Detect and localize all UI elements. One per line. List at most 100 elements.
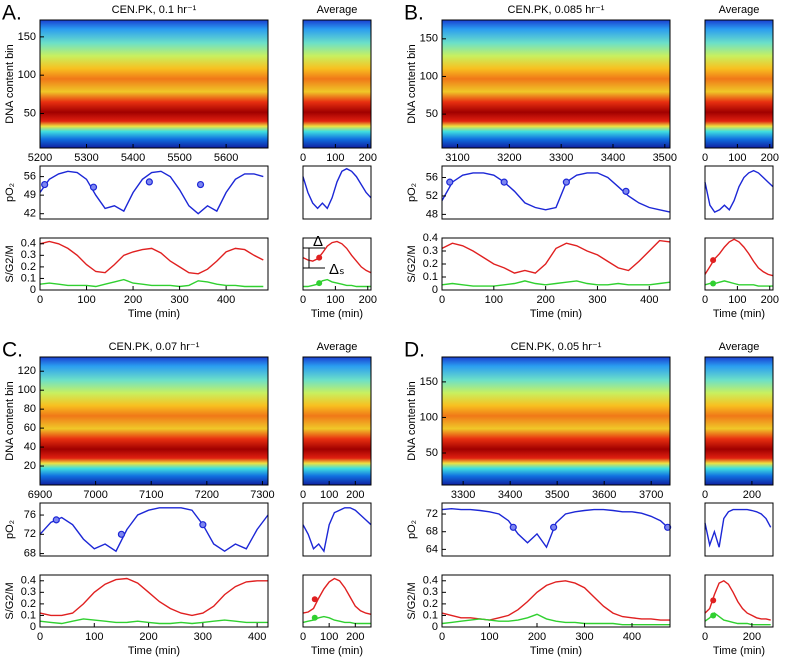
x-tick-label: 3200 <box>497 152 521 164</box>
x-tick-label: 6900 <box>28 489 52 501</box>
frame <box>704 574 774 628</box>
x-axis-label: Time (min) <box>128 308 180 320</box>
x-tick-label: 200 <box>359 294 377 306</box>
x-tick-label: 100 <box>728 152 746 164</box>
y-tick-label: 0.3 <box>21 586 36 598</box>
y-tick-label: 0.1 <box>423 271 438 283</box>
x-axis-label: Time (min) <box>128 645 180 657</box>
y-tick-label: 100 <box>18 69 36 81</box>
frame <box>302 502 372 557</box>
x-axis-label: Time (min) <box>311 308 363 320</box>
y-axis-label: DNA content bin <box>406 44 418 124</box>
annotation: Δ <box>313 233 323 250</box>
line <box>302 507 372 553</box>
frame <box>39 356 269 486</box>
subplot-title: Average <box>317 4 358 16</box>
line <box>39 240 264 275</box>
subplot-title: Average <box>719 341 760 353</box>
y-tick-label: 0 <box>30 621 36 633</box>
x-tick-label: 0 <box>37 631 43 643</box>
marker <box>41 180 49 189</box>
y-tick-label: 0.1 <box>423 609 438 621</box>
y-tick-label: 76 <box>24 509 36 521</box>
line <box>302 167 372 210</box>
y-tick-label: 72 <box>24 528 36 540</box>
subplot-title: CEN.PK, 0.07 hr⁻¹ <box>109 341 200 353</box>
x-tick-label: 0 <box>702 631 708 643</box>
y-tick-label: 50 <box>426 108 438 120</box>
x-tick-label: 100 <box>480 631 498 643</box>
frame <box>302 19 372 149</box>
x-tick-label: 0 <box>37 294 43 306</box>
x-tick-label: 400 <box>623 631 641 643</box>
marker <box>622 187 630 195</box>
y-axis-label: pO₂ <box>4 520 16 539</box>
frame <box>302 356 372 486</box>
x-tick-label: 0 <box>702 294 708 306</box>
x-tick-label: 3300 <box>451 489 475 501</box>
x-tick-label: 7000 <box>83 489 107 501</box>
x-tick-label: 0 <box>300 631 306 643</box>
marker <box>89 183 98 191</box>
line <box>39 618 268 625</box>
y-axis-label: pO₂ <box>4 183 16 202</box>
subplot-title: CEN.PK, 0.1 hr⁻¹ <box>112 4 197 16</box>
y-tick-label: 100 <box>18 384 36 396</box>
frame <box>39 574 269 628</box>
panel-label: C. <box>2 339 23 362</box>
y-axis-label: DNA content bin <box>4 44 16 124</box>
y-tick-label: 0.4 <box>21 575 36 587</box>
y-axis-label: S/G2/M <box>406 245 418 282</box>
x-tick-label: 3700 <box>639 489 663 501</box>
x-tick-label: 3500 <box>653 152 677 164</box>
y-tick-label: 60 <box>24 422 36 434</box>
frame <box>39 19 269 149</box>
frame <box>441 502 671 557</box>
y-tick-label: 72 <box>426 508 438 520</box>
marker <box>196 180 205 189</box>
x-tick-label: 200 <box>761 294 779 306</box>
annotation: Δₛ <box>329 261 345 278</box>
y-tick-label: 20 <box>24 460 36 472</box>
frame <box>441 356 671 486</box>
x-tick-label: 200 <box>743 631 761 643</box>
y-tick-label: 120 <box>18 365 36 377</box>
line <box>441 172 671 213</box>
line <box>704 508 772 548</box>
x-tick-label: 400 <box>217 294 235 306</box>
x-tick-label: 200 <box>528 631 546 643</box>
x-tick-label: 100 <box>728 294 746 306</box>
frame <box>704 237 774 291</box>
y-tick-label: 0.2 <box>21 261 36 273</box>
y-axis-label: S/G2/M <box>406 582 418 619</box>
frame <box>39 502 269 557</box>
line <box>704 579 771 621</box>
y-tick-label: 52 <box>426 190 438 202</box>
y-tick-label: 0 <box>432 284 438 296</box>
y-tick-label: 150 <box>420 33 438 45</box>
y-tick-label: 50 <box>426 447 438 459</box>
marker <box>500 178 508 186</box>
panel-label: B. <box>404 2 424 25</box>
line <box>441 507 671 549</box>
y-tick-label: 150 <box>18 31 36 43</box>
x-tick-label: 400 <box>640 294 658 306</box>
y-axis-label: DNA content bin <box>406 381 418 461</box>
x-tick-label: 3300 <box>549 152 573 164</box>
marker <box>446 178 454 186</box>
heatmap-image <box>303 357 371 485</box>
line <box>704 612 771 626</box>
frame <box>302 165 372 220</box>
frame <box>39 165 269 220</box>
frame <box>302 237 372 291</box>
point <box>710 257 717 264</box>
point <box>710 597 717 604</box>
x-tick-label: 100 <box>326 294 344 306</box>
line <box>441 580 670 621</box>
line <box>302 240 372 274</box>
x-tick-label: 5400 <box>121 152 145 164</box>
y-tick-label: 40 <box>24 441 36 453</box>
subplot-title: Average <box>719 4 760 16</box>
marker <box>199 521 207 529</box>
panel-label: A. <box>2 2 22 25</box>
